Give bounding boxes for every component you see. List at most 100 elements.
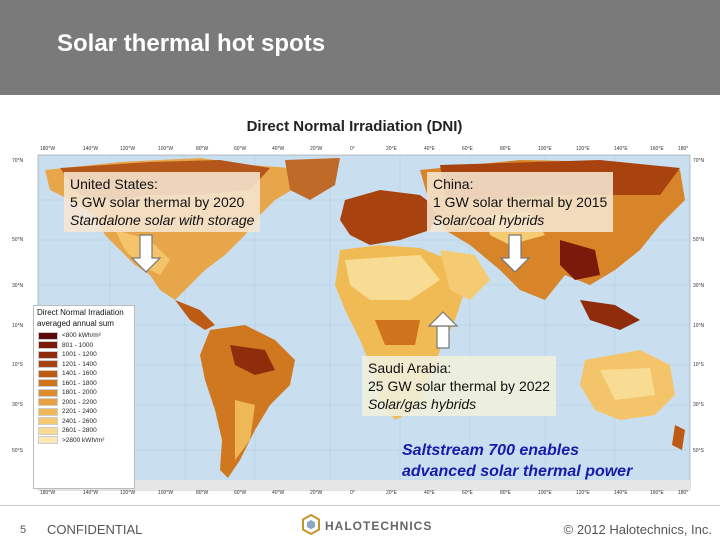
lon-label: 100°W xyxy=(158,146,174,152)
lon-label: 180° xyxy=(678,146,689,152)
lon-label: 60°W xyxy=(234,490,247,496)
lon-label: 120°E xyxy=(576,490,590,496)
lat-label: 30°S xyxy=(693,402,704,408)
legend-row: 801 - 1000 xyxy=(34,341,134,351)
logo-text: HALOTECHNICS xyxy=(325,519,433,533)
legend-label: 2201 - 2400 xyxy=(62,408,97,416)
lon-label: 80°E xyxy=(500,146,511,152)
lon-label: 60°W xyxy=(234,146,247,152)
lon-labels-bottom: 180°W 140°W 120°W 100°W 80°W 60°W 40°W 2… xyxy=(38,490,690,499)
legend-label: 1601 - 1800 xyxy=(62,379,97,387)
lon-label: 160°E xyxy=(650,490,664,496)
us-callout-target: 5 GW solar thermal by 2020 xyxy=(70,194,245,210)
lat-label: 50°N xyxy=(12,237,24,243)
lon-label: 20°W xyxy=(310,490,323,496)
legend-swatch xyxy=(38,369,58,378)
legend-swatch xyxy=(38,388,58,397)
legend-row: 1201 - 1400 xyxy=(34,360,134,370)
lon-label: 140°E xyxy=(614,146,628,152)
lon-label: 20°E xyxy=(386,490,397,496)
saltstream-tagline: Saltstream 700 enables advanced solar th… xyxy=(402,440,632,482)
legend-swatch xyxy=(38,331,58,340)
lon-label: 180°W xyxy=(40,490,56,496)
dni-legend: Direct Normal Irradiation averaged annua… xyxy=(33,305,135,489)
legend-label: 1201 - 1400 xyxy=(62,360,97,368)
legend-title: Direct Normal Irradiation xyxy=(37,308,124,317)
legend-swatch xyxy=(38,360,58,369)
lon-label: 40°E xyxy=(424,146,435,152)
legend-subtitle: averaged annual sum xyxy=(37,319,114,328)
slide-header: Solar thermal hot spots xyxy=(0,0,720,95)
legend-row: >2800 kWh/m² xyxy=(34,436,134,446)
legend-label: 2001 - 2200 xyxy=(62,398,97,406)
lon-label: 60°E xyxy=(462,490,473,496)
saudi-callout-target: 25 GW solar thermal by 2022 xyxy=(368,378,551,394)
lat-labels-left: 70°N 50°N 30°N 10°N 10°S 30°S 50°S xyxy=(12,155,36,490)
legend-swatch xyxy=(38,379,58,388)
greenland xyxy=(285,158,340,200)
lat-label: 30°N xyxy=(693,283,705,289)
legend-swatch xyxy=(38,407,58,416)
lon-labels: 180°W 140°W 120°W 100°W 80°W 60°W 40°W 2… xyxy=(38,146,690,155)
lon-label: 180°W xyxy=(40,146,56,152)
lon-label: 140°W xyxy=(83,146,99,152)
lon-label: 120°W xyxy=(120,490,136,496)
lon-label: 40°E xyxy=(424,490,435,496)
lat-label: 50°S xyxy=(693,448,704,454)
lon-label: 20°W xyxy=(310,146,323,152)
lon-label: 100°E xyxy=(538,146,552,152)
lat-label: 30°N xyxy=(12,283,24,289)
halotechnics-logo-icon xyxy=(302,514,320,536)
us-callout-title: United States: xyxy=(70,176,158,192)
legend-row: <800 kWh/m² xyxy=(34,331,134,341)
lat-labels-right: 70°N 50°N 30°N 10°N 10°S 30°S 50°S xyxy=(693,155,717,490)
china-arrow xyxy=(499,234,531,273)
lat-label: 50°S xyxy=(12,448,23,454)
legend-label: 2401 - 2600 xyxy=(62,417,97,425)
legend-swatch xyxy=(38,417,58,426)
us-callout: United States: 5 GW solar thermal by 202… xyxy=(64,172,261,232)
lat-label: 70°N xyxy=(12,158,24,164)
lon-label: 140°E xyxy=(614,490,628,496)
legend-label: >2800 kWh/m² xyxy=(62,436,105,444)
lat-label: 10°N xyxy=(693,323,705,329)
legend-row: 1801 - 2000 xyxy=(34,388,134,398)
saudi-callout: Saudi Arabia: 25 GW solar thermal by 202… xyxy=(362,356,557,416)
lon-label: 100°E xyxy=(538,490,552,496)
lon-label: 40°W xyxy=(272,490,285,496)
lon-label: 140°W xyxy=(83,490,99,496)
china-callout-target: 1 GW solar thermal by 2015 xyxy=(433,194,608,210)
legend-row: 1401 - 1600 xyxy=(34,369,134,379)
lon-label: 160°E xyxy=(650,146,664,152)
legend-row: 2001 - 2200 xyxy=(34,398,134,408)
tagline-line1: Saltstream 700 enables xyxy=(402,442,579,459)
legend-swatch xyxy=(38,350,58,359)
lat-label: 70°N xyxy=(693,158,705,164)
legend-swatch xyxy=(38,341,58,350)
legend-label: 1801 - 2000 xyxy=(62,389,97,397)
legend-swatch xyxy=(38,398,58,407)
lat-label: 50°N xyxy=(693,237,705,243)
page-number: 5 xyxy=(20,524,27,536)
legend-label: 801 - 1000 xyxy=(62,341,94,349)
legend-label: <800 kWh/m² xyxy=(62,332,101,340)
china-callout-title: China: xyxy=(433,176,474,192)
legend-row: 2601 - 2800 xyxy=(34,426,134,436)
lon-label: 80°W xyxy=(196,146,209,152)
lat-label: 30°S xyxy=(12,402,23,408)
lon-label: 40°W xyxy=(272,146,285,152)
lon-label: 80°E xyxy=(500,490,511,496)
slide-title: Solar thermal hot spots xyxy=(57,30,326,57)
tagline-line2: advanced solar thermal power xyxy=(402,463,633,480)
legend-swatch xyxy=(38,426,58,435)
copyright: © 2012 Halotechnics, Inc. xyxy=(563,522,712,537)
legend-row: 2401 - 2600 xyxy=(34,417,134,427)
saudi-callout-note: Solar/gas hybrids xyxy=(368,396,477,412)
lon-label: 100°W xyxy=(158,490,174,496)
middle-east xyxy=(440,250,490,300)
lon-label: 20°E xyxy=(386,146,397,152)
us-arrow xyxy=(130,234,162,273)
lat-label: 10°N xyxy=(12,323,24,329)
legend-rows: <800 kWh/m² 801 - 1000 1001 - 1200 1201 - 1… xyxy=(34,331,134,445)
china-callout: China: 1 GW solar thermal by 2015 Solar/… xyxy=(427,172,614,232)
